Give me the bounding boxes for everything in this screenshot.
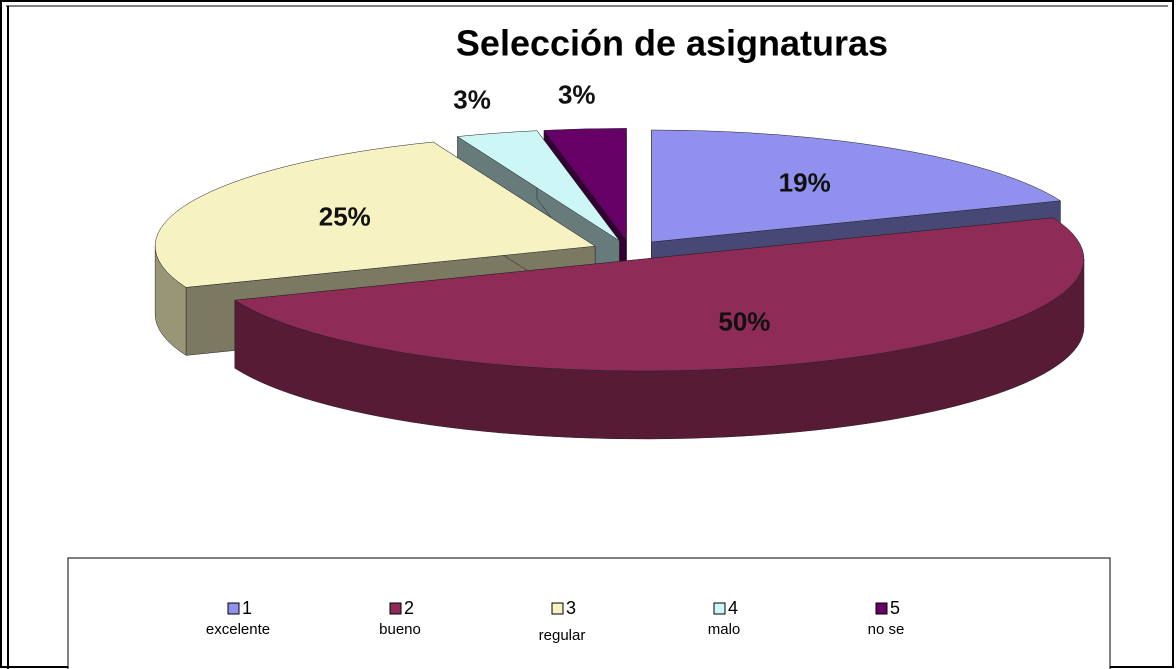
data-label: 3% [453, 85, 491, 115]
legend-box [67, 557, 1111, 669]
legend-description: excelente [206, 621, 270, 638]
legend-swatch [227, 602, 240, 615]
legend-swatch [713, 602, 726, 615]
legend: 1 excelente 2 bueno 3 regular 4 malo 5 no se [206, 598, 904, 644]
slice [234, 217, 1084, 372]
pie: 19% 50% 25% 3% 3% [154, 79, 1085, 440]
slice [651, 129, 1062, 243]
legend-description: no se [868, 621, 905, 638]
legend-description: regular [539, 627, 586, 644]
data-label: 50% [718, 306, 770, 336]
data-label: 19% [779, 167, 831, 197]
legend-swatch [389, 602, 402, 615]
legend-label: 2 [404, 598, 414, 618]
legend-label: 4 [728, 598, 738, 618]
legend-label: 1 [242, 598, 252, 618]
legend-description: bueno [379, 621, 421, 638]
slice [154, 141, 596, 288]
data-label: 3% [558, 79, 596, 109]
legend-swatch [551, 602, 564, 615]
legend-description: malo [708, 621, 741, 638]
legend-label: 3 [566, 598, 576, 618]
legend-label: 5 [890, 598, 900, 618]
data-label: 25% [319, 201, 371, 231]
chart-title: Selección de asignaturas [456, 23, 888, 64]
legend-swatch [875, 602, 888, 615]
slice [543, 128, 627, 242]
slice [456, 130, 620, 241]
